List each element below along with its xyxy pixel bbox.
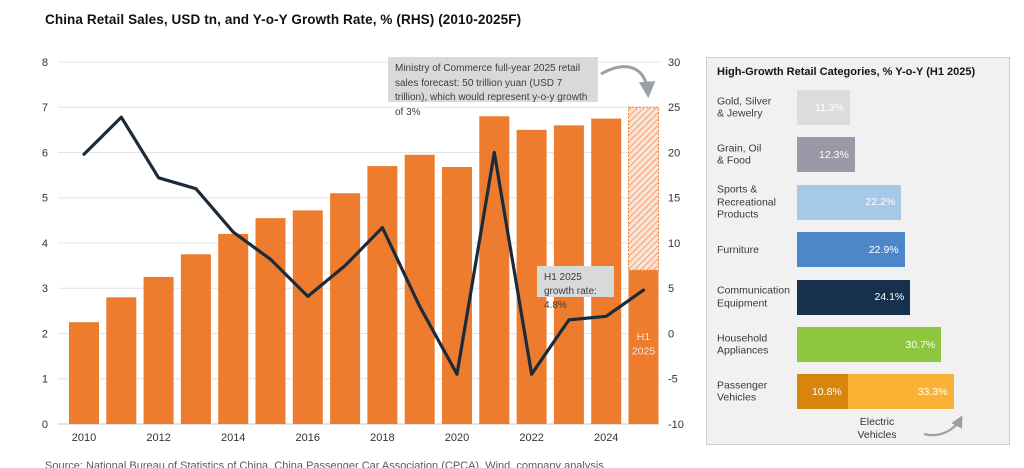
bar-2010 [69,322,99,424]
x-axis-tick: 2024 [594,432,618,444]
right-axis-tick: 30 [668,57,680,69]
right-axis-tick: 20 [668,147,680,159]
annotation-ministry-forecast: Ministry of Commerce full-year 2025 reta… [388,57,598,118]
right-axis-tick: -5 [668,374,678,386]
left-axis-tick: 2 [42,328,48,340]
bar-2015 [255,218,286,424]
x-axis-tick: 2012 [146,432,170,444]
bar-value-label: 33.3% [917,385,948,398]
bar-value-label: 11.3% [815,101,845,114]
x-axis-tick: 2010 [72,432,96,444]
left-axis-tick: 1 [42,374,48,386]
category-label: Furniture [717,243,760,256]
forecast-arrow-icon [600,65,656,99]
x-axis-tick: 2022 [519,432,543,444]
bar-category: 22.2% [797,184,902,220]
right-axis-tick: 10 [668,238,680,250]
left-axis-tick: 3 [42,283,48,295]
growth-rate-line [82,115,646,376]
right-axis-tick: -10 [668,419,684,431]
electric-vehicles-arrow-icon [923,415,963,437]
right-axis-tick: 25 [668,102,680,114]
category-row-3: Sports & Recreational Products 22.2% [717,183,999,221]
bar-category: 10.8% [797,374,848,410]
bar-value-label: 10.8% [811,385,842,398]
bar-2021 [479,116,510,425]
bar-category: 22.9% [797,232,905,268]
x-axis-tick: 2016 [296,432,320,444]
category-row-4: Furniture 22.9% [717,232,999,268]
x-axis-tick: 2020 [445,432,469,444]
annotation-h1-growth: H1 2025 growth rate: 4.8% [537,266,614,311]
bar-category: 11.3% [797,90,851,125]
right-axis-tick: 0 [668,328,674,340]
category-row-7: Passenger Vehicles 33.3% 10.8% [717,374,999,410]
category-label: Communication Equipment [717,284,790,310]
category-label: Grain, Oil & Food [717,142,762,167]
category-label: Gold, Silver & Jewelry [717,95,772,120]
x-axis-tick: 2014 [221,432,245,444]
category-row-2: Grain, Oil & Food 12.3% [717,137,999,173]
category-label: Household Appliances [717,332,769,357]
forecast-bar-label: H1 2025 [632,331,656,358]
category-label: Passenger Vehicles [717,379,768,404]
bar-value-label: 30.7% [905,338,936,351]
category-label: Sports & Recreational Products [717,183,776,221]
category-row-6: Household Appliances 30.7% [717,327,999,362]
right-axis-tick: 5 [668,283,674,295]
bar-category: 24.1% [797,279,911,315]
left-axis-tick: 0 [42,419,48,431]
high-growth-categories-panel: High-Growth Retail Categories, % Y-o-Y (… [706,57,1010,445]
bar-value-label: 12.3% [819,148,849,161]
chart-title: China Retail Sales, USD tn, and Y-o-Y Gr… [45,12,522,27]
bar-2012 [143,276,174,424]
electric-vehicles-label: Electric Vehicles [857,416,897,441]
left-axis-tick: 6 [42,147,48,159]
category-row-5: Communication Equipment 24.1% [717,279,999,315]
right-axis-tick: 15 [668,193,680,205]
x-axis-tick: 2018 [370,432,394,444]
left-axis-tick: 5 [42,193,48,205]
bar-2020 [442,166,472,425]
bar-2013 [180,254,211,424]
category-row-1: Gold, Silver & Jewelry 11.3% [717,90,999,125]
bar-value-label: 22.9% [868,243,899,256]
bar-value-label: 24.1% [874,291,905,304]
panel-title: High-Growth Retail Categories, % Y-o-Y (… [717,66,976,78]
bar-value-label: 22.2% [865,196,896,209]
left-axis-tick: 7 [42,102,48,114]
source-note: Source: National Bureau of Statistics of… [45,460,604,468]
bar-2016 [292,210,323,424]
bar-2019 [404,154,435,424]
bar-category: 30.7% [797,327,942,362]
bar-2017 [330,193,361,424]
left-axis-tick: 8 [42,57,48,69]
bar-2011 [106,297,137,424]
bar-2014 [218,233,249,424]
left-axis-tick: 4 [42,238,48,250]
bar-category: 12.3% [797,137,855,173]
bar-2025-forecast-hatched [628,106,659,271]
bar-2018 [367,166,398,424]
